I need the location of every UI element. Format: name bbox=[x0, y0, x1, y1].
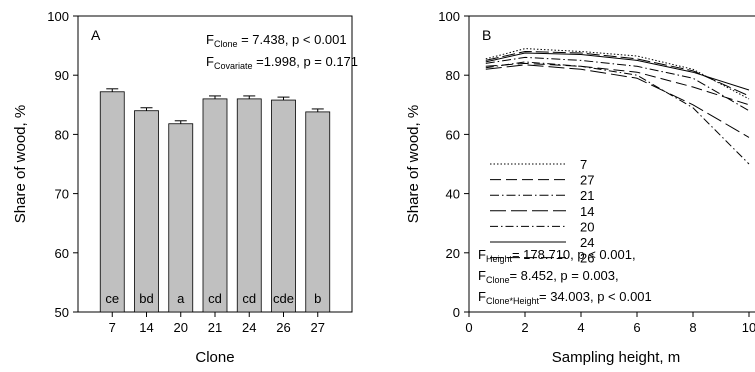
series-line bbox=[485, 64, 750, 138]
stat-f-height-value: = 178.710, p < 0.001, bbox=[512, 247, 636, 262]
panel-a-stats: FClone = 7.438, p < 0.001 FCovariate =1.… bbox=[206, 32, 358, 71]
x-tick-label: 20 bbox=[174, 320, 188, 335]
bar-significance-letter: cde bbox=[273, 291, 294, 306]
stat-f-clone-b-value: = 8.452, p = 0.003, bbox=[509, 268, 618, 283]
x-tick-label: 8 bbox=[689, 320, 696, 335]
y-tick-label: 20 bbox=[446, 246, 460, 261]
y-tick-label: 40 bbox=[446, 187, 460, 202]
legend-label: 26 bbox=[580, 251, 594, 266]
x-tick-label: 0 bbox=[465, 320, 472, 335]
y-tick-label: 90 bbox=[55, 68, 69, 83]
stat-f-clone-b: FClone= 8.452, p = 0.003, bbox=[478, 268, 619, 285]
stat-f-clone-subscript: Clone bbox=[214, 39, 238, 49]
series-line bbox=[485, 61, 750, 165]
legend-label: 14 bbox=[580, 204, 594, 219]
stat-f-height: FHeight= 178.710, p < 0.001, bbox=[478, 247, 636, 264]
x-tick-label: 4 bbox=[577, 320, 584, 335]
legend-label: 20 bbox=[580, 219, 594, 234]
y-tick-label: 80 bbox=[446, 68, 460, 83]
y-tick-label: 70 bbox=[55, 187, 69, 202]
panel-b-y-ticks: 0 20 40 60 80 100 bbox=[438, 9, 469, 320]
stat-f-clone: FClone = 7.438, p < 0.001 bbox=[206, 32, 347, 49]
y-tick-label: 80 bbox=[55, 127, 69, 142]
bar bbox=[236, 98, 262, 313]
bar bbox=[271, 99, 296, 313]
series-line bbox=[485, 62, 750, 106]
bar-significance-letter: a bbox=[177, 291, 185, 306]
series-line bbox=[485, 48, 750, 100]
x-tick-label: 21 bbox=[208, 320, 222, 335]
bar bbox=[305, 111, 331, 313]
x-tick-label: 27 bbox=[311, 320, 325, 335]
x-tick-label: 2 bbox=[521, 320, 528, 335]
panel-a-x-ticks: 7 14 20 21 24 26 27 bbox=[109, 312, 325, 335]
x-tick-label: 24 bbox=[242, 320, 256, 335]
bar bbox=[202, 98, 228, 313]
bar-significance-letter: b bbox=[314, 291, 321, 306]
panel-a-x-axis-title: Clone bbox=[195, 349, 234, 366]
stat-f-clone-b-subscript: Clone bbox=[486, 275, 510, 285]
x-tick-label: 10 bbox=[742, 320, 755, 335]
panel-a: A Clone Share of wood, % 50 60 70 80 90 100 c… bbox=[12, 9, 358, 366]
legend-label: 21 bbox=[580, 188, 594, 203]
panel-a-label: A bbox=[91, 27, 101, 43]
y-tick-label: 60 bbox=[55, 246, 69, 261]
stat-f-clone-b-prefix: F bbox=[478, 268, 486, 283]
y-tick-label: 60 bbox=[446, 127, 460, 142]
panel-b-label: B bbox=[482, 27, 491, 43]
x-tick-label: 14 bbox=[139, 320, 153, 335]
stat-f-clone-height-value: = 34.003, p < 0.001 bbox=[539, 289, 652, 304]
panel-b-x-ticks: 0 2 4 6 8 10 bbox=[465, 312, 755, 335]
bar-significance-letter: cd bbox=[242, 291, 256, 306]
bar bbox=[134, 110, 159, 313]
bar-significance-letter: bd bbox=[139, 291, 153, 306]
bar-significance-letter: cd bbox=[208, 291, 222, 306]
series-line bbox=[485, 56, 750, 112]
x-tick-label: 7 bbox=[109, 320, 116, 335]
y-tick-label: 50 bbox=[55, 305, 69, 320]
bar-significance-letter: ce bbox=[105, 291, 119, 306]
stat-f-clone-height-subscript: Clone*Height bbox=[486, 296, 540, 306]
series-line bbox=[485, 52, 750, 91]
y-tick-label: 100 bbox=[47, 9, 69, 24]
y-tick-label: 0 bbox=[453, 305, 460, 320]
panel-b: B Sampling height, m Share of wood, % 0 2… bbox=[405, 9, 755, 366]
series-line bbox=[485, 50, 750, 97]
panel-b-y-axis-title: Share of wood, % bbox=[405, 105, 422, 223]
panel-a-bars: ce bd a cd cd cde b bbox=[99, 88, 331, 313]
legend-label: 7 bbox=[580, 157, 587, 172]
panel-b-series-lines bbox=[485, 48, 750, 165]
stat-f-covariate: FCovariate =1.998, p = 0.171 bbox=[206, 54, 358, 71]
panel-b-x-axis-title: Sampling height, m bbox=[552, 349, 680, 366]
bar bbox=[168, 123, 194, 313]
stat-f-clone-prefix: F bbox=[206, 32, 214, 47]
y-tick-label: 100 bbox=[438, 9, 460, 24]
stat-f-height-prefix: F bbox=[478, 247, 486, 262]
panel-b-stats: FHeight= 178.710, p < 0.001, FClone= 8.4… bbox=[478, 247, 652, 306]
panel-a-y-ticks: 50 60 70 80 90 100 bbox=[47, 9, 78, 320]
x-tick-label: 6 bbox=[633, 320, 640, 335]
stat-f-clone-value: = 7.438, p < 0.001 bbox=[237, 32, 346, 47]
stat-f-height-subscript: Height bbox=[486, 254, 513, 264]
stat-f-covariate-prefix: F bbox=[206, 54, 214, 69]
stat-f-clone-height-prefix: F bbox=[478, 289, 486, 304]
legend-label: 27 bbox=[580, 173, 594, 188]
stat-f-covariate-subscript: Covariate bbox=[214, 61, 253, 71]
panel-a-y-axis-title: Share of wood, % bbox=[12, 105, 29, 223]
bar bbox=[99, 91, 125, 313]
legend-label: 24 bbox=[580, 235, 594, 250]
stat-f-covariate-value: =1.998, p = 0.171 bbox=[252, 54, 358, 69]
stat-f-clone-height: FClone*Height= 34.003, p < 0.001 bbox=[478, 289, 652, 306]
x-tick-label: 26 bbox=[276, 320, 290, 335]
